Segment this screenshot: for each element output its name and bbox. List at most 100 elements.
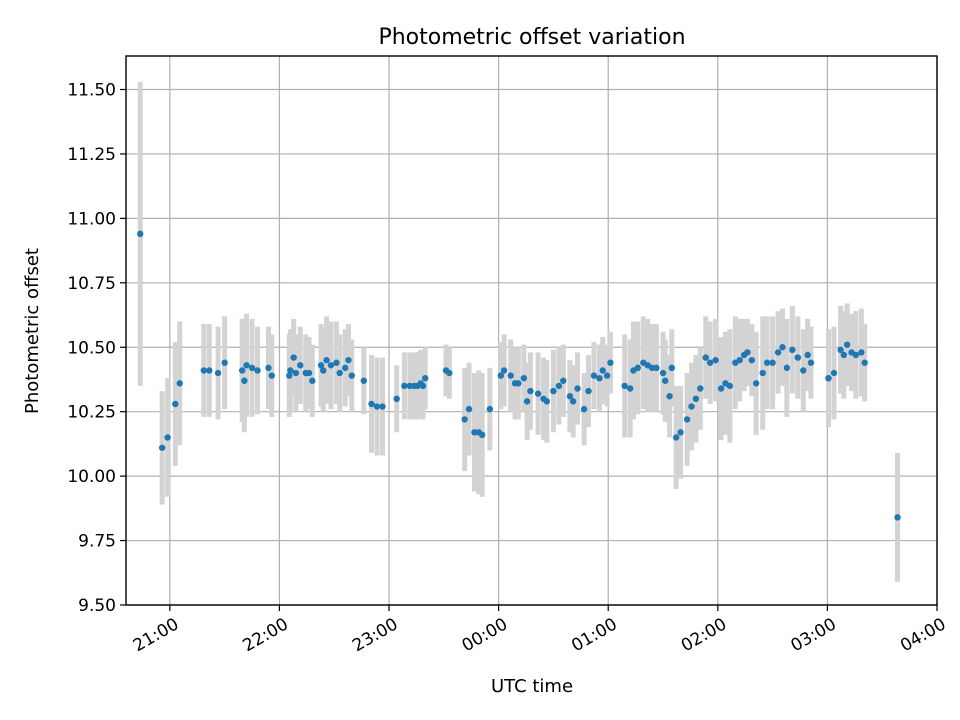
data-point bbox=[668, 364, 675, 372]
data-point bbox=[843, 341, 851, 348]
error-bars bbox=[137, 81, 901, 582]
data-point bbox=[176, 380, 183, 387]
data-point bbox=[486, 405, 494, 413]
data-point bbox=[172, 400, 179, 408]
y-axis-ticks: 9.50 9.75 10.00 10.25 10.50 10.75 11.00 11.25 11… bbox=[67, 81, 126, 616]
data-point bbox=[221, 359, 228, 366]
y-tick-label: 9.50 bbox=[78, 596, 116, 616]
data-point bbox=[596, 374, 603, 382]
data-point bbox=[830, 369, 838, 377]
data-point bbox=[683, 416, 691, 423]
data-point bbox=[852, 351, 860, 359]
x-tick-label: 23:00 bbox=[349, 614, 401, 656]
data-point bbox=[858, 349, 865, 356]
data-point bbox=[555, 382, 563, 390]
data-point bbox=[309, 377, 316, 384]
data-point bbox=[585, 387, 592, 395]
data-point bbox=[527, 387, 534, 395]
data-point bbox=[789, 346, 796, 354]
chart-title: Photometric offset variation bbox=[378, 25, 685, 50]
data-point bbox=[800, 367, 807, 374]
data-point bbox=[837, 346, 844, 354]
data-point bbox=[736, 356, 743, 364]
data-point bbox=[840, 351, 848, 359]
data-point bbox=[214, 369, 222, 377]
data-point bbox=[599, 367, 606, 374]
data-point bbox=[341, 364, 349, 372]
data-point bbox=[569, 398, 577, 405]
x-tick-label: 02:00 bbox=[678, 614, 730, 656]
data-point bbox=[523, 398, 531, 405]
y-tick-label: 11.25 bbox=[67, 145, 116, 165]
data-point bbox=[590, 372, 598, 379]
data-point bbox=[290, 354, 297, 361]
data-point bbox=[726, 382, 734, 390]
data-point bbox=[317, 362, 325, 369]
data-point bbox=[717, 385, 725, 392]
data-point bbox=[373, 403, 381, 410]
data-point bbox=[712, 356, 719, 364]
data-point bbox=[268, 372, 275, 379]
data-point bbox=[158, 444, 166, 451]
data-point bbox=[137, 230, 144, 238]
data-point bbox=[666, 393, 673, 400]
data-point bbox=[763, 359, 771, 366]
data-point bbox=[648, 364, 656, 372]
x-axis-label: UTC time bbox=[491, 676, 573, 697]
data-point bbox=[265, 364, 272, 372]
data-point bbox=[320, 367, 327, 374]
y-tick-label: 10.25 bbox=[67, 403, 116, 423]
x-tick-label: 00:00 bbox=[459, 614, 511, 656]
data-point bbox=[688, 403, 695, 410]
data-point bbox=[406, 382, 414, 390]
data-point bbox=[323, 356, 330, 364]
data-point bbox=[336, 369, 343, 377]
data-point bbox=[393, 395, 400, 403]
data-point bbox=[305, 369, 313, 377]
x-tick-label: 04:00 bbox=[897, 614, 949, 656]
data-point bbox=[419, 382, 427, 390]
data-point bbox=[327, 362, 335, 369]
data-point bbox=[807, 359, 815, 366]
data-point bbox=[238, 367, 246, 374]
data-point bbox=[206, 367, 213, 374]
data-point bbox=[748, 356, 755, 364]
data-point bbox=[894, 514, 901, 521]
plot-frame bbox=[125, 55, 938, 606]
data-point bbox=[603, 372, 611, 379]
data-point bbox=[759, 369, 766, 377]
data-point bbox=[297, 362, 304, 369]
data-point bbox=[706, 359, 714, 366]
data-point bbox=[292, 369, 300, 377]
data-point bbox=[254, 367, 261, 374]
data-point bbox=[574, 385, 581, 392]
y-axis-label: Photometric offset bbox=[22, 248, 43, 414]
data-point bbox=[697, 385, 704, 392]
data-point bbox=[360, 377, 368, 384]
data-point bbox=[672, 434, 680, 441]
data-point bbox=[471, 429, 478, 436]
data-point bbox=[804, 351, 811, 359]
data-point bbox=[779, 344, 786, 351]
x-tick-label: 03:00 bbox=[787, 614, 839, 656]
data-point bbox=[465, 405, 473, 413]
data-point bbox=[497, 372, 505, 379]
data-point bbox=[461, 416, 468, 423]
data-point bbox=[286, 372, 293, 379]
data-point bbox=[692, 395, 700, 403]
data-point bbox=[243, 362, 250, 369]
x-tick-label: 22:00 bbox=[239, 614, 291, 656]
data-point bbox=[861, 359, 868, 366]
data-point bbox=[659, 369, 667, 377]
data-point bbox=[769, 359, 776, 366]
data-point bbox=[621, 382, 628, 390]
x-tick-label: 21:00 bbox=[130, 614, 182, 656]
y-tick-label: 10.00 bbox=[67, 467, 116, 487]
data-point bbox=[401, 382, 408, 390]
data-point bbox=[634, 364, 642, 372]
data-points bbox=[137, 230, 901, 521]
data-point bbox=[379, 403, 386, 410]
data-point bbox=[348, 372, 355, 379]
data-point bbox=[500, 367, 508, 374]
data-point bbox=[550, 387, 557, 395]
